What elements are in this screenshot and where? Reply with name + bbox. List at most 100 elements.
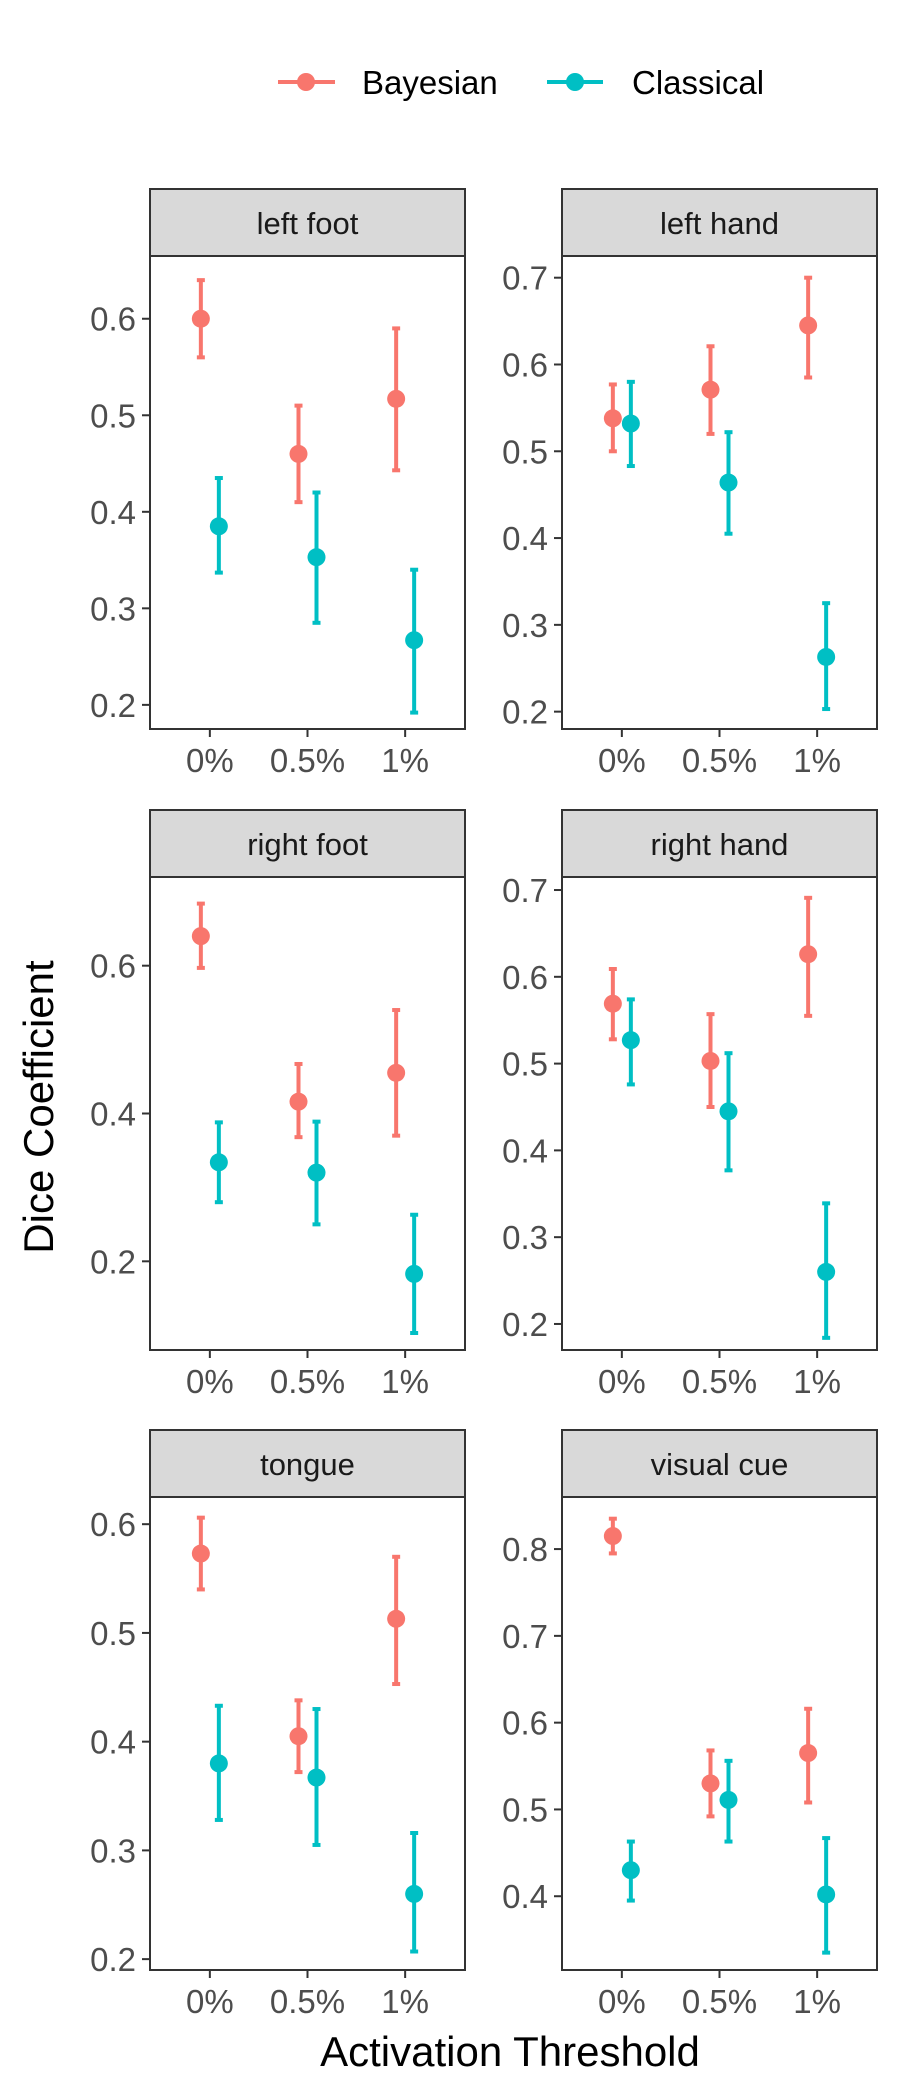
x-tick-label: 0%	[598, 1983, 646, 2020]
series-classical	[209, 1703, 424, 1954]
y-axis-title: Dice Coefficient	[15, 960, 62, 1254]
data-point	[209, 517, 228, 536]
data-point	[387, 389, 406, 408]
data-point	[191, 309, 210, 328]
facet-title: left foot	[257, 206, 359, 241]
data-point	[621, 1031, 640, 1050]
data-point	[289, 1092, 308, 1111]
facet-left-foot: left foot 0.2 0.3 0.4 0.5 0.6 0% 0.5% 1%	[90, 188, 466, 779]
facet-strip	[561, 1429, 878, 1498]
y-tick-label: 0.5	[502, 1046, 548, 1083]
series-bayesian	[603, 895, 818, 1109]
x-tick-label: 0.5%	[270, 1983, 345, 2020]
data-point	[621, 1861, 640, 1880]
x-tick-label: 0%	[186, 1983, 234, 2020]
y-tick-label: 0.6	[90, 948, 136, 985]
data-point	[209, 1754, 228, 1773]
data-point	[817, 1262, 836, 1281]
x-tick-label: 1%	[793, 1983, 841, 2020]
facet-title: left hand	[660, 206, 779, 241]
series-classical	[621, 379, 836, 712]
data-point	[719, 1790, 738, 1809]
data-point	[719, 473, 738, 492]
y-tick-label: 0.7	[502, 260, 548, 297]
facet-strip	[561, 809, 878, 878]
x-tick-label: 1%	[793, 1363, 841, 1400]
data-point	[307, 548, 326, 567]
legend-label-classical: Classical	[632, 64, 764, 101]
y-tick-label: 0.5	[90, 397, 136, 434]
series-classical	[209, 476, 424, 715]
data-point	[799, 1744, 818, 1763]
y-tick-label: 0.3	[502, 1219, 548, 1256]
data-point	[603, 1527, 622, 1546]
legend-point-classical	[566, 73, 584, 91]
data-point	[307, 1768, 326, 1787]
data-point	[603, 994, 622, 1013]
x-tick-label: 1%	[381, 1983, 429, 2020]
data-point	[817, 647, 836, 666]
x-tick-label: 0%	[186, 1363, 234, 1400]
y-tick-label: 0.5	[502, 433, 548, 470]
y-tick-label: 0.4	[502, 1132, 548, 1169]
data-point	[405, 1884, 424, 1903]
y-tick-label: 0.4	[502, 520, 548, 557]
x-tick-label: 0.5%	[682, 1363, 757, 1400]
facet-title: tongue	[260, 1447, 355, 1482]
data-point	[405, 1264, 424, 1283]
facet-strip	[561, 188, 878, 257]
facet-right-hand: right hand 0.2 0.3 0.4 0.5 0.6 0.7 0% 0.5% 1%	[502, 809, 878, 1400]
y-tick-label: 0.4	[90, 1724, 136, 1761]
facet-tongue: tongue 0.2 0.3 0.4 0.5 0.6 0% 0.5% 1%	[90, 1429, 466, 2020]
y-tick-label: 0.2	[502, 694, 548, 731]
y-tick-label: 0.3	[502, 607, 548, 644]
data-point	[387, 1609, 406, 1628]
y-tick-label: 0.4	[90, 494, 136, 531]
y-tick-label: 0.3	[90, 590, 136, 627]
x-tick-label: 1%	[793, 742, 841, 779]
y-tick-label: 0.6	[502, 346, 548, 383]
x-tick-label: 1%	[381, 1363, 429, 1400]
facet-title: visual cue	[651, 1447, 789, 1482]
series-bayesian	[191, 278, 406, 505]
y-tick-label: 0.6	[90, 301, 136, 338]
x-tick-label: 0%	[598, 1363, 646, 1400]
y-tick-label: 0.6	[90, 1506, 136, 1543]
x-tick-label: 0.5%	[270, 1363, 345, 1400]
x-tick-label: 0.5%	[682, 1983, 757, 2020]
data-point	[191, 1544, 210, 1563]
series-bayesian	[191, 901, 406, 1140]
facet-strip	[149, 809, 466, 878]
facet-left-hand: left hand 0.2 0.3 0.4 0.5 0.6 0.7 0% 0.5% 1%	[502, 188, 878, 779]
series-classical	[209, 1119, 424, 1336]
series-classical	[621, 997, 836, 1340]
legend-item-classical: Classical	[547, 64, 764, 101]
y-tick-label: 0.2	[502, 1306, 548, 1343]
y-tick-label: 0.4	[502, 1878, 548, 1915]
y-tick-label: 0.6	[502, 959, 548, 996]
y-tick-label: 0.3	[90, 1832, 136, 1869]
data-point	[289, 1727, 308, 1746]
data-point	[307, 1163, 326, 1182]
data-point	[603, 409, 622, 428]
data-point	[701, 1774, 720, 1793]
data-point	[387, 1063, 406, 1082]
data-point	[209, 1153, 228, 1172]
facet-title: right hand	[651, 827, 789, 862]
facet-visual-cue: visual cue 0.4 0.5 0.6 0.7 0.8 0% 0.5% 1%	[502, 1429, 878, 2020]
data-point	[289, 444, 308, 463]
facets: left foot 0.2 0.3 0.4 0.5 0.6 0% 0.5% 1% left han…	[90, 188, 878, 2020]
legend: Bayesian Classical	[278, 64, 764, 101]
legend-point-bayesian	[297, 73, 315, 91]
facet-strip	[149, 1429, 466, 1498]
y-tick-label: 0.8	[502, 1531, 548, 1568]
data-point	[817, 1885, 836, 1904]
x-axis-title: Activation Threshold	[320, 2028, 700, 2075]
x-tick-label: 1%	[381, 742, 429, 779]
legend-label-bayesian: Bayesian	[362, 64, 498, 101]
y-tick-label: 0.2	[90, 1941, 136, 1978]
x-tick-label: 0.5%	[270, 742, 345, 779]
y-tick-label: 0.4	[90, 1096, 136, 1133]
